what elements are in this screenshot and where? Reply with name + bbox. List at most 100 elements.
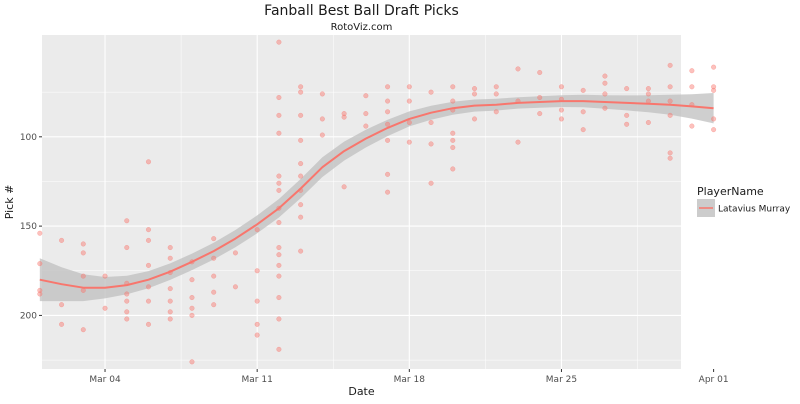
data-point [167, 316, 173, 322]
data-point [167, 309, 173, 315]
data-point [298, 84, 304, 90]
data-point [450, 98, 456, 104]
data-point [689, 84, 695, 90]
y-tick-label: 100 [20, 133, 37, 143]
data-point [667, 155, 673, 161]
data-point [341, 184, 347, 190]
data-point [385, 189, 391, 195]
data-point [602, 73, 608, 79]
data-point [167, 286, 173, 292]
data-point [211, 302, 217, 308]
data-point [276, 180, 282, 186]
data-point [298, 89, 304, 95]
data-point [471, 91, 478, 97]
data-point [406, 119, 412, 126]
data-point [211, 255, 217, 261]
data-point [298, 173, 304, 179]
data-point [385, 98, 391, 104]
data-point [450, 166, 456, 172]
data-point [189, 359, 195, 365]
data-point [37, 287, 43, 293]
data-point [276, 346, 282, 352]
data-point [341, 114, 347, 120]
data-point [385, 84, 391, 90]
data-point [602, 91, 608, 97]
x-tick-label: Mar 04 [89, 375, 121, 385]
data-point [145, 321, 152, 327]
x-tick-label: Mar 25 [546, 375, 577, 385]
confidence-band [39, 93, 714, 302]
data-point [667, 84, 673, 90]
data-point [515, 139, 521, 145]
data-point [102, 273, 108, 279]
data-point [645, 119, 651, 126]
data-point [276, 316, 282, 322]
data-point [145, 284, 152, 290]
data-point [602, 105, 608, 111]
data-point [711, 87, 717, 93]
data-point [276, 130, 282, 136]
data-point [189, 277, 195, 283]
data-point [145, 159, 152, 165]
data-point [124, 298, 130, 304]
data-point [276, 94, 282, 101]
data-point [124, 218, 130, 224]
data-point [645, 86, 651, 92]
data-point [211, 236, 217, 242]
data-point [276, 219, 282, 226]
data-point [37, 230, 43, 236]
data-point [254, 332, 260, 338]
data-point [145, 262, 152, 268]
data-point [298, 214, 304, 220]
data-point [167, 298, 173, 304]
data-point [145, 227, 152, 233]
data-point [319, 132, 325, 138]
data-point [428, 89, 434, 95]
data-point [711, 84, 717, 90]
data-point [145, 298, 152, 304]
data-point [276, 173, 282, 179]
data-point [124, 316, 130, 322]
data-point [363, 123, 369, 129]
data-point [80, 287, 86, 293]
data-point [276, 252, 282, 258]
data-point [124, 244, 130, 251]
x-axis: Mar 04 Mar 11 Mar 18 Mar 25 Apr 01 [89, 369, 729, 385]
data-point [124, 291, 130, 297]
points-layer [37, 39, 717, 365]
smooth-line-layer [39, 100, 714, 289]
data-point [232, 284, 238, 290]
data-point [711, 127, 717, 133]
data-point [276, 39, 282, 45]
data-point [80, 241, 86, 247]
data-point [624, 112, 630, 118]
data-point [667, 150, 673, 156]
data-point [493, 84, 499, 90]
data-point [80, 327, 86, 333]
data-point [276, 187, 282, 193]
minor-gridlines [42, 35, 681, 369]
data-point [37, 261, 43, 267]
data-point [254, 227, 260, 233]
data-point [558, 116, 565, 122]
data-point [406, 84, 412, 90]
data-point [59, 302, 65, 308]
data-point [645, 91, 651, 97]
data-point [471, 86, 478, 92]
data-point [689, 123, 695, 129]
data-point [59, 321, 65, 327]
data-point [450, 144, 456, 151]
data-point [211, 289, 217, 295]
data-point [124, 309, 130, 315]
data-point [667, 98, 673, 104]
data-point [471, 116, 478, 122]
data-point [558, 84, 565, 90]
chart-title: Fanball Best Ball Draft Picks [264, 3, 459, 19]
data-point [298, 248, 304, 254]
data-point [276, 262, 282, 268]
data-point [254, 268, 260, 274]
data-point [450, 137, 456, 143]
data-point [298, 202, 304, 208]
